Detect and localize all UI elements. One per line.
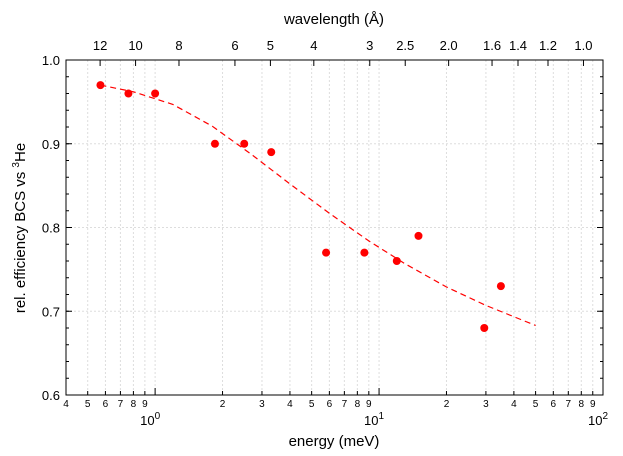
x-minor-tick-label: 9 (366, 399, 372, 410)
data-point (322, 248, 331, 257)
data-point (124, 89, 133, 98)
top-tick-label: 5 (267, 38, 274, 53)
x-major-tick-label: 101 (364, 411, 384, 428)
y-tick-label: 0.9 (42, 137, 60, 152)
grid-layer (65, 59, 604, 396)
data-point (151, 89, 160, 98)
data-point (267, 148, 276, 157)
y-tick-label: 1.0 (42, 53, 60, 68)
data-point (360, 248, 369, 257)
top-tick-label: 2.0 (440, 38, 458, 53)
fit-line (100, 84, 536, 327)
x-minor-tick-label: 8 (131, 399, 137, 410)
x-minor-tick-label: 4 (287, 399, 293, 410)
x-minor-tick-label: 3 (259, 399, 265, 410)
x-minor-tick-label: 7 (118, 399, 124, 410)
x-major-tick-label: 102 (588, 411, 608, 428)
data-point (496, 282, 505, 291)
data-point (480, 324, 489, 332)
top-tick-label: 3 (366, 38, 373, 53)
top-tick-label: 12 (93, 38, 107, 53)
top-tick-label: 1.0 (574, 38, 592, 53)
top-tick-label: 1.4 (509, 38, 527, 53)
fit-layer (100, 84, 536, 327)
data-point (210, 139, 219, 148)
x-minor-tick-label: 5 (309, 399, 315, 410)
x-minor-tick-label: 5 (533, 399, 539, 410)
x-minor-tick-label: 2 (444, 399, 450, 410)
data-point (392, 257, 401, 265)
top-tick-label: 6 (231, 38, 238, 53)
y-tick-label: 0.7 (42, 304, 60, 319)
x-minor-tick-label: 4 (63, 399, 69, 410)
x-minor-tick-label: 6 (327, 399, 333, 410)
data-point (414, 231, 423, 240)
x-minor-tick-label: 5 (85, 399, 91, 410)
data-point (240, 139, 249, 148)
x-minor-tick-label: 8 (579, 399, 585, 410)
y-axis-title: rel. efficiency BCS vs 3He (11, 143, 29, 313)
top-tick-label: 2.5 (396, 38, 414, 53)
plot-frame (65, 59, 604, 396)
x-minor-tick-label: 3 (483, 399, 489, 410)
x-minor-tick-label: 2 (220, 399, 226, 410)
x-axis-title: energy (meV) (289, 433, 380, 450)
point-layer (96, 81, 505, 332)
x-minor-tick-label: 7 (566, 399, 572, 410)
x-minor-tick-label: 8 (355, 399, 361, 410)
y-tick-label: 0.6 (42, 388, 60, 403)
data-point (96, 81, 105, 90)
top-axis-title: wavelength (Å) (283, 11, 384, 28)
x-minor-tick-label: 6 (551, 399, 557, 410)
x-minor-tick-label: 6 (103, 399, 109, 410)
x-minor-tick-label: 4 (511, 399, 517, 410)
top-tick-label: 1.6 (483, 38, 501, 53)
top-tick-label: 10 (128, 38, 142, 53)
y-tick-label: 0.8 (42, 221, 60, 236)
top-tick-label: 1.2 (539, 38, 557, 53)
x-minor-tick-label: 7 (342, 399, 348, 410)
x-major-tick-label: 100 (140, 411, 160, 428)
x-minor-tick-label: 9 (590, 399, 596, 410)
x-minor-tick-label: 9 (142, 399, 148, 410)
top-tick-label: 4 (310, 38, 317, 53)
top-tick-label: 8 (175, 38, 182, 53)
